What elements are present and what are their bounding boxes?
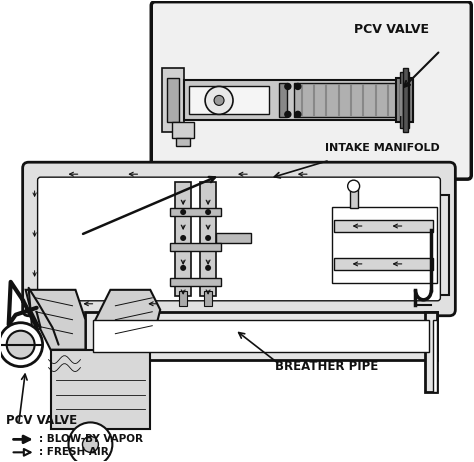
Bar bbox=[395, 79, 413, 122]
FancyBboxPatch shape bbox=[23, 162, 456, 316]
FancyBboxPatch shape bbox=[37, 177, 440, 301]
Bar bbox=[184, 80, 413, 120]
FancyBboxPatch shape bbox=[151, 2, 471, 179]
Bar bbox=[332, 207, 438, 283]
Circle shape bbox=[205, 235, 211, 241]
Bar bbox=[426, 312, 438, 391]
Bar bbox=[170, 208, 221, 216]
Text: PCV VALVE: PCV VALVE bbox=[355, 23, 429, 36]
Bar bbox=[170, 278, 221, 286]
Bar bbox=[200, 182, 216, 296]
Circle shape bbox=[295, 84, 301, 90]
Bar bbox=[85, 312, 438, 359]
Circle shape bbox=[180, 235, 186, 241]
Bar bbox=[318, 168, 322, 310]
Circle shape bbox=[69, 422, 112, 462]
Bar bbox=[51, 350, 150, 429]
Polygon shape bbox=[26, 290, 85, 350]
Text: PCV VALVE: PCV VALVE bbox=[6, 414, 77, 427]
Text: BREATHER PIPE: BREATHER PIPE bbox=[275, 359, 378, 373]
Bar bbox=[334, 220, 433, 232]
Circle shape bbox=[214, 96, 224, 105]
Circle shape bbox=[295, 111, 301, 117]
Bar bbox=[170, 243, 221, 251]
Text: INTAKE MANIFOLD: INTAKE MANIFOLD bbox=[325, 143, 439, 153]
Circle shape bbox=[205, 209, 211, 215]
Bar bbox=[350, 186, 358, 208]
Circle shape bbox=[180, 265, 186, 271]
Circle shape bbox=[82, 437, 99, 452]
Circle shape bbox=[205, 86, 233, 115]
Bar bbox=[93, 320, 429, 352]
Circle shape bbox=[205, 265, 211, 271]
Bar bbox=[216, 233, 251, 243]
Bar bbox=[334, 258, 433, 270]
Bar bbox=[402, 68, 409, 132]
Circle shape bbox=[285, 84, 291, 90]
Bar bbox=[176, 138, 190, 146]
Bar bbox=[320, 195, 449, 295]
Bar bbox=[179, 291, 187, 306]
Bar bbox=[433, 320, 438, 391]
Circle shape bbox=[180, 209, 186, 215]
Bar bbox=[204, 291, 212, 306]
Bar bbox=[175, 182, 191, 296]
Text: : FRESH AIR: : FRESH AIR bbox=[38, 447, 109, 457]
Bar bbox=[189, 86, 269, 115]
Polygon shape bbox=[95, 290, 160, 350]
Circle shape bbox=[0, 323, 43, 366]
Text: : BLOW-BY VAPOR: : BLOW-BY VAPOR bbox=[38, 434, 143, 444]
Bar bbox=[294, 84, 409, 117]
Bar bbox=[162, 68, 184, 132]
Bar bbox=[400, 73, 410, 128]
Circle shape bbox=[7, 331, 35, 359]
Bar bbox=[279, 84, 287, 117]
Circle shape bbox=[285, 111, 291, 117]
Circle shape bbox=[347, 180, 360, 192]
Bar bbox=[167, 79, 179, 122]
Bar bbox=[172, 122, 194, 138]
